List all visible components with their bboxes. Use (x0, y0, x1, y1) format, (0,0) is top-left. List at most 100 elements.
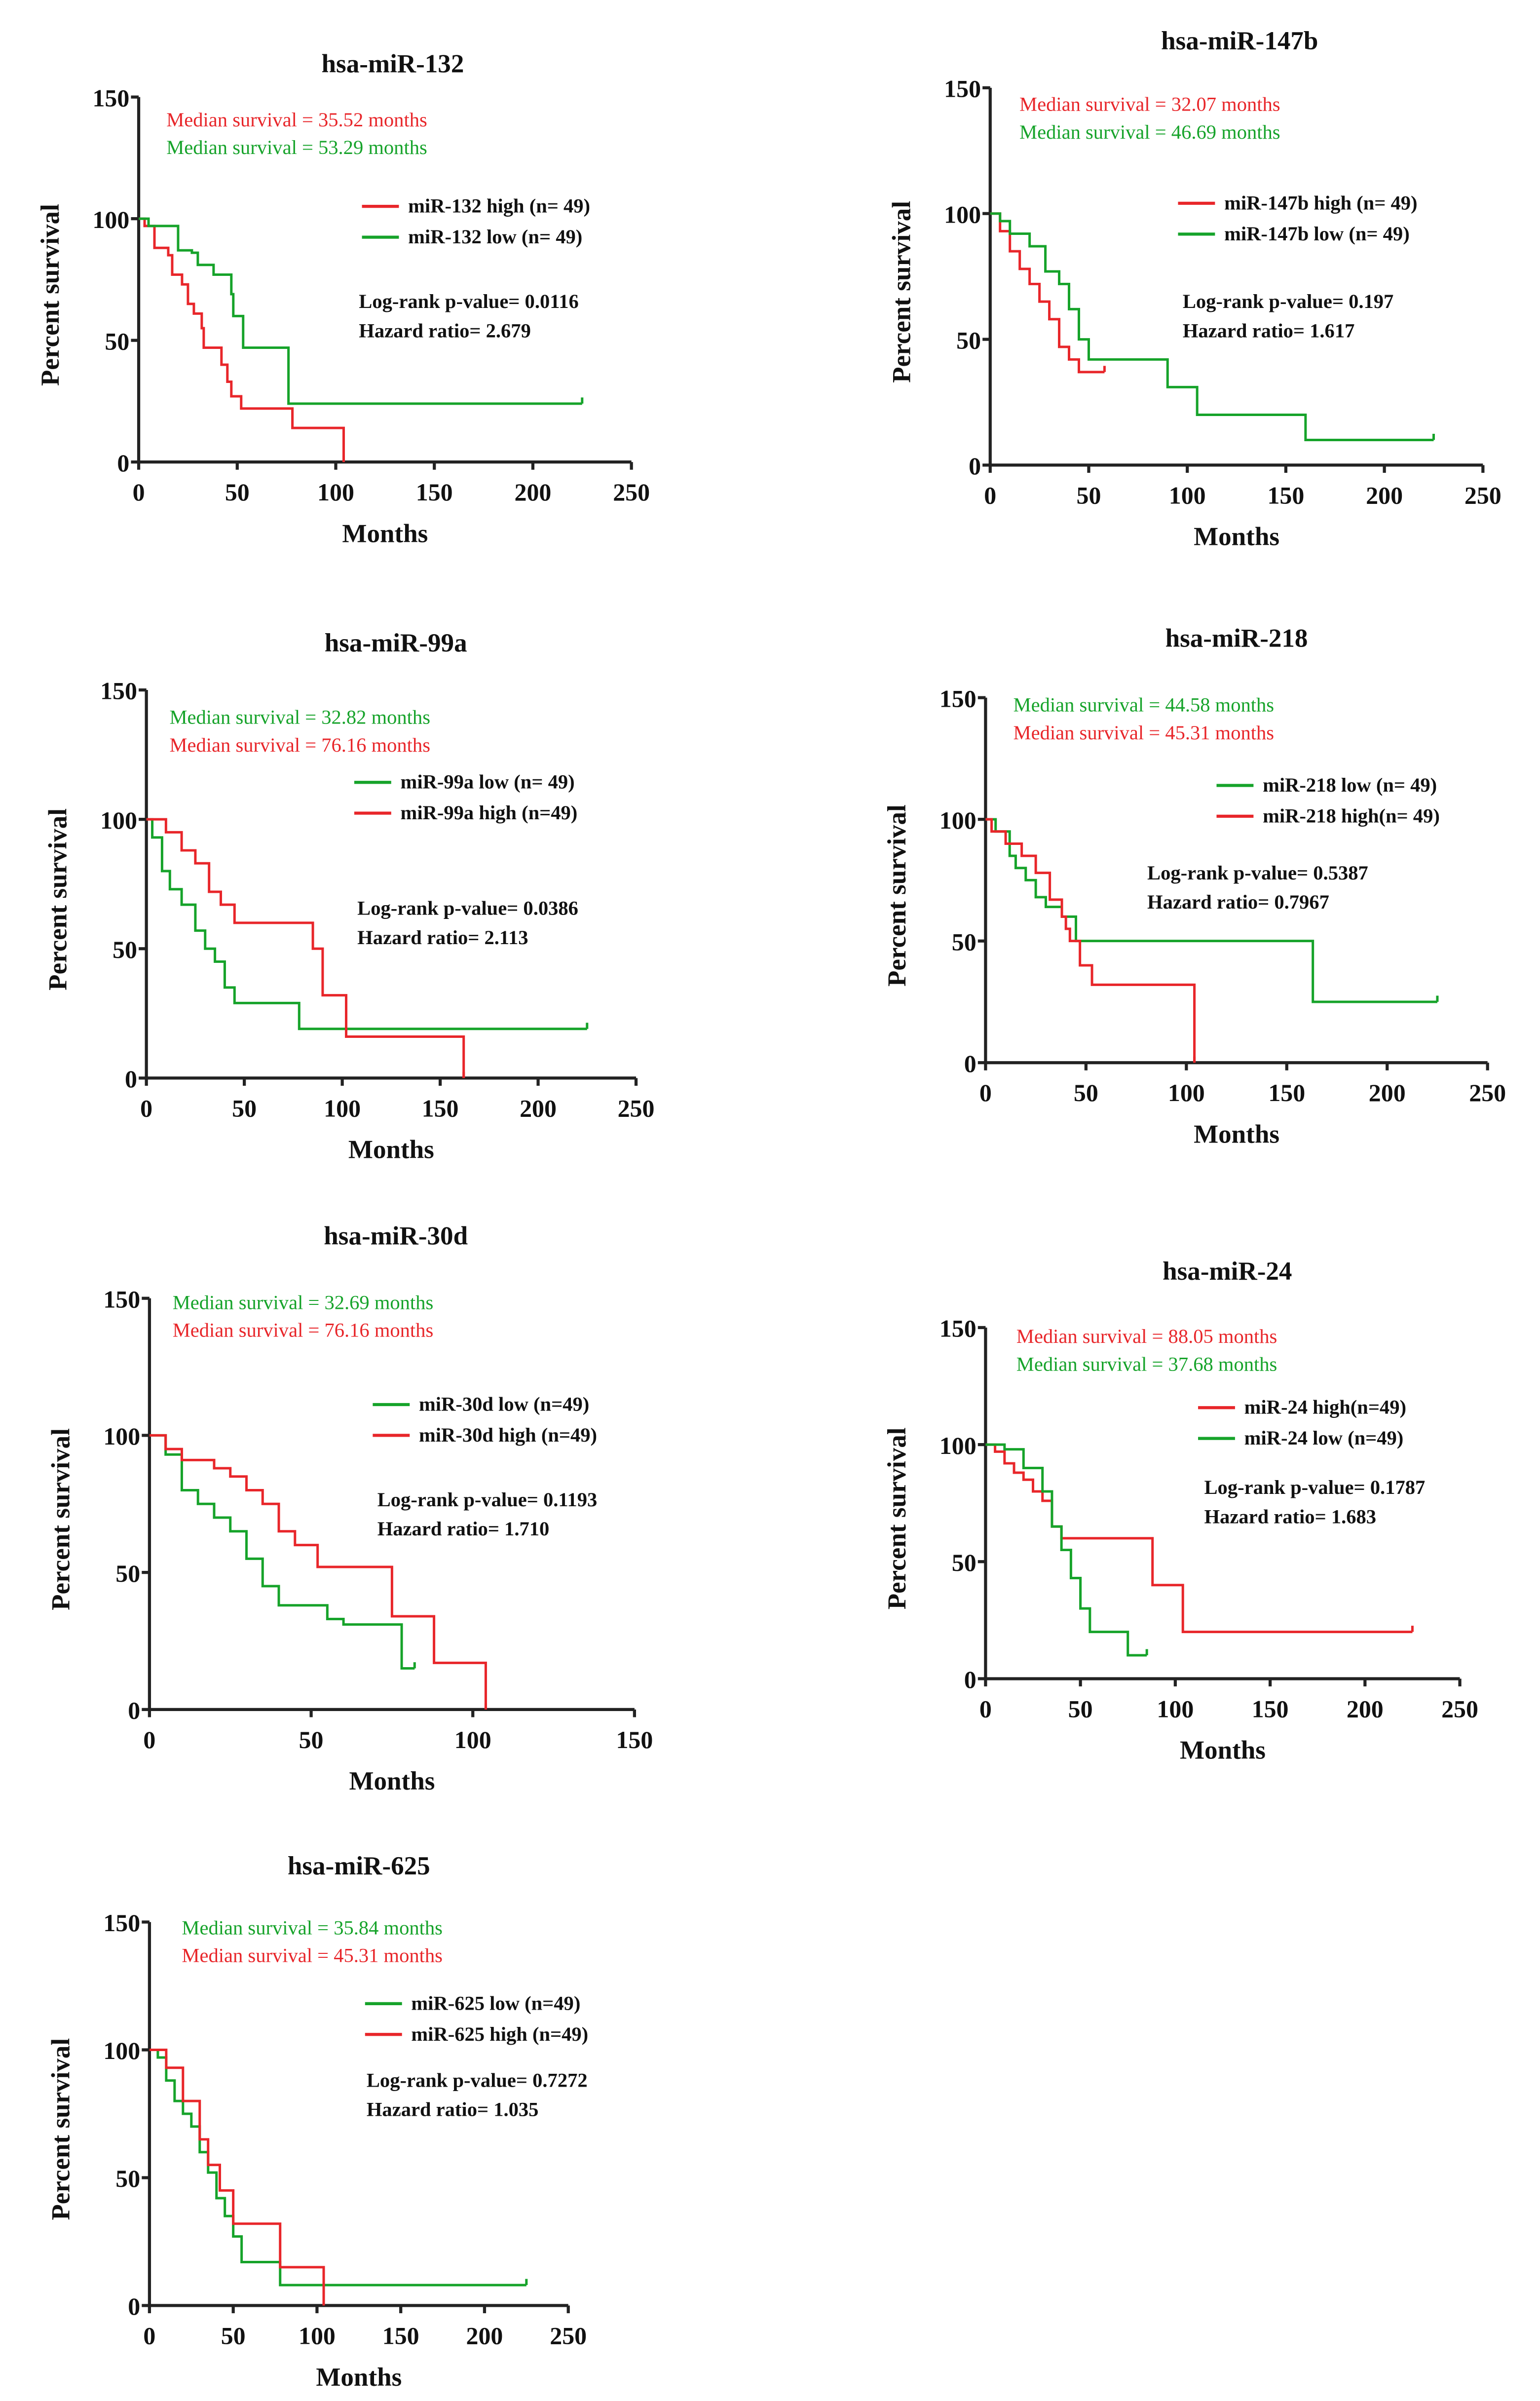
y-tick-label: 0 (964, 1050, 977, 1077)
x-tick-label: 100 (317, 479, 354, 506)
y-tick-label: 150 (939, 685, 977, 712)
hazard-ratio: Hazard ratio= 0.7967 (1147, 891, 1329, 913)
legend-label-high: miR-99a high (n=49) (401, 801, 578, 824)
median-survival-high: Median survival = 45.31 months (1014, 722, 1275, 744)
x-tick-label: 150 (1267, 482, 1304, 509)
median-survival-low: Median survival = 46.69 months (1019, 121, 1280, 143)
x-axis-label: Months (316, 2363, 402, 2392)
x-tick-label: 200 (520, 1095, 557, 1122)
median-survival-low: Median survival = 32.82 months (169, 706, 430, 728)
x-tick-label: 100 (1169, 482, 1206, 509)
y-tick-label: 100 (939, 807, 977, 834)
legend-label-low: miR-147b low (n= 49) (1224, 223, 1410, 245)
x-tick-label: 0 (984, 482, 996, 509)
y-tick-label: 100 (103, 1423, 140, 1450)
legend-label-high: miR-132 high (n= 49) (408, 195, 590, 217)
x-axis-label: Months (349, 1767, 435, 1795)
y-tick-label: 50 (952, 928, 977, 955)
median-survival-high: Median survival = 45.31 months (182, 1944, 443, 1967)
hazard-ratio: Hazard ratio= 1.683 (1204, 1505, 1377, 1527)
legend-label-high: miR-147b high (n= 49) (1224, 191, 1417, 214)
survival-curve-low (139, 217, 582, 405)
median-survival-low: Median survival = 32.69 months (173, 1292, 434, 1314)
legend-label-low: miR-218 low (n= 49) (1263, 774, 1437, 796)
median-survival-low: Median survival = 35.84 months (182, 1916, 443, 1939)
legend-label-low: miR-99a low (n= 49) (401, 771, 575, 793)
y-axis-label: Percent survival (47, 1428, 75, 1610)
chart-title: hsa-miR-147b (1161, 27, 1318, 55)
x-tick-label: 0 (979, 1695, 992, 1722)
y-tick-label: 100 (92, 206, 129, 233)
x-axis-label: Months (1194, 523, 1279, 551)
hazard-ratio: Hazard ratio= 2.113 (357, 926, 528, 949)
x-tick-label: 150 (416, 479, 453, 506)
y-tick-label: 0 (125, 1066, 137, 1093)
x-tick-label: 100 (454, 1726, 491, 1753)
y-tick-label: 100 (103, 2037, 140, 2064)
chart-title: hsa-miR-218 (1165, 624, 1308, 653)
km-panel: hsa-miR-147b 0 50 100 150 0 50 100 150 200 250 Mont… (887, 27, 1501, 551)
km-panel: hsa-miR-99a 0 50 100 150 0 50 100 150 200 250 Month… (43, 629, 654, 1164)
y-axis-label: Percent survival (883, 804, 911, 987)
survival-curve-high (139, 217, 345, 462)
legend-label-high: miR-218 high(n= 49) (1263, 804, 1440, 827)
median-survival-high: Median survival = 32.07 months (1019, 93, 1280, 115)
survival-curve-high (149, 2049, 325, 2306)
median-survival-low: Median survival = 53.29 months (166, 136, 427, 158)
y-tick-label: 0 (128, 2293, 140, 2320)
survival-curve-low (990, 212, 1434, 441)
x-tick-label: 50 (1068, 1695, 1093, 1722)
x-tick-label: 250 (613, 479, 650, 506)
median-survival-high: Median survival = 35.52 months (166, 109, 427, 131)
hazard-ratio: Hazard ratio= 1.710 (377, 1518, 550, 1540)
x-tick-label: 0 (143, 1726, 155, 1753)
hazard-ratio: Hazard ratio= 2.679 (359, 319, 531, 342)
x-tick-label: 100 (299, 2323, 336, 2350)
x-axis-label: Months (348, 1136, 434, 1164)
y-tick-label: 150 (103, 1286, 140, 1313)
x-tick-label: 50 (225, 479, 250, 506)
x-axis-label: Months (1194, 1120, 1279, 1148)
legend-label-low: miR-625 low (n=49) (411, 1992, 580, 2014)
survival-curve-low (146, 818, 587, 1030)
survival-curve-high (146, 818, 465, 1078)
x-tick-label: 200 (514, 479, 551, 506)
x-tick-label: 200 (466, 2323, 503, 2350)
median-survival-high: Median survival = 88.05 months (1016, 1325, 1277, 1347)
x-tick-label: 150 (616, 1726, 653, 1753)
y-tick-label: 0 (964, 1666, 977, 1693)
logrank-pvalue: Log-rank p-value= 0.7272 (367, 2069, 588, 2091)
median-survival-high: Median survival = 76.16 months (169, 734, 430, 756)
x-tick-label: 250 (1441, 1695, 1478, 1722)
x-tick-label: 250 (1469, 1079, 1506, 1106)
survival-curve-low (149, 1434, 415, 1670)
x-tick-label: 200 (1366, 482, 1403, 509)
y-tick-label: 100 (939, 1432, 977, 1459)
x-tick-label: 150 (1252, 1695, 1289, 1722)
y-tick-label: 150 (939, 1315, 977, 1342)
hazard-ratio: Hazard ratio= 1.035 (367, 2098, 539, 2121)
chart-title: hsa-miR-99a (325, 629, 467, 657)
legend-label-low: miR-24 low (n=49) (1244, 1427, 1404, 1449)
x-tick-label: 50 (299, 1726, 324, 1753)
x-tick-label: 50 (1077, 482, 1101, 509)
logrank-pvalue: Log-rank p-value= 0.5387 (1147, 862, 1368, 884)
y-axis-label: Percent survival (887, 201, 916, 383)
x-tick-label: 200 (1369, 1079, 1406, 1106)
y-tick-label: 50 (115, 2165, 140, 2192)
km-panel: hsa-miR-24 0 50 100 150 0 50 100 150 200 250 Months… (883, 1257, 1478, 1765)
chart-title: hsa-miR-30d (324, 1221, 468, 1250)
y-tick-label: 100 (100, 807, 137, 834)
y-tick-label: 50 (105, 328, 129, 355)
x-tick-label: 200 (1347, 1695, 1384, 1722)
km-panel: hsa-miR-625 0 50 100 150 0 50 100 150 200 250 Month… (47, 1852, 589, 2392)
x-tick-label: 250 (550, 2323, 587, 2350)
y-tick-label: 50 (956, 327, 981, 354)
survival-curve-high (985, 818, 1196, 1063)
x-tick-label: 250 (618, 1095, 655, 1122)
y-axis-label: Percent survival (36, 204, 65, 386)
y-axis-label: Percent survival (47, 2038, 75, 2220)
y-tick-label: 150 (944, 76, 981, 103)
x-tick-label: 100 (1168, 1079, 1205, 1106)
